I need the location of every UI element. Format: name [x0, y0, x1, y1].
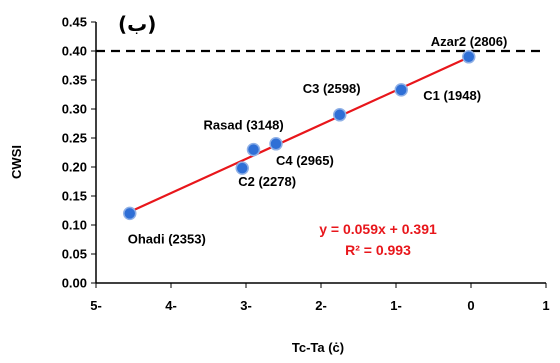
y-tick-label: 0.25: [62, 131, 87, 146]
x-tick-label: 0: [467, 298, 474, 313]
y-tick-label: 0.10: [62, 218, 87, 233]
x-axis-title: Tc-Ta (ċ): [292, 340, 344, 355]
x-tick-label: 2-: [315, 298, 327, 313]
trendline-segment: [129, 56, 470, 213]
data-point: [123, 206, 137, 221]
point-labels: Ohadi (2353) C2 (2278) Rasad (3148) C4 (296…: [128, 34, 508, 247]
x-tick-label: 1: [542, 298, 549, 313]
data-point-label: Rasad (3148): [204, 118, 284, 133]
x-tick-label: 1-: [390, 298, 402, 313]
data-point-label: Ohadi (2353): [128, 231, 206, 246]
data-point-label: C3 (2598): [303, 81, 361, 96]
y-tick-label: 0.40: [62, 44, 87, 59]
x-tick-label: 5-: [90, 298, 102, 313]
y-tick-label: 0.45: [62, 15, 87, 30]
x-axis-ticks: 5- 4- 3- 2- 1- 0 1: [90, 283, 550, 313]
y-tick-label: 0.05: [62, 247, 87, 262]
x-tick-label: 3-: [240, 298, 252, 313]
data-points: [123, 50, 476, 221]
y-tick-label: 0.00: [62, 276, 87, 291]
data-point: [235, 161, 249, 175]
y-tick-label: 0.15: [62, 189, 87, 204]
data-point-label: C2 (2278): [238, 174, 296, 189]
data-point-label: C4 (2965): [276, 153, 334, 168]
data-point-label: Azar2 (2806): [431, 34, 508, 49]
data-point: [246, 142, 261, 157]
panel-label: (ب): [118, 12, 157, 36]
y-tick-label: 0.35: [62, 73, 87, 88]
trendline-r-squared: R² = 0.993: [345, 242, 411, 258]
data-point: [333, 108, 347, 122]
x-tick-label: 4-: [165, 298, 177, 313]
y-tick-label: 0.20: [62, 160, 87, 175]
data-point: [462, 50, 476, 64]
y-tick-label: 0.30: [62, 102, 87, 117]
data-point: [394, 83, 408, 97]
data-point: [269, 137, 283, 151]
trendline-equation: y = 0.059x + 0.391: [319, 221, 437, 237]
y-axis-ticks: 0.00 0.05 0.10 0.15 0.20 0.25 0.30 0.35 0.40 0.45: [62, 15, 96, 291]
data-point-label: C1 (1948): [423, 88, 481, 103]
y-axis-title: CWSI: [9, 145, 24, 179]
trendline: [129, 56, 470, 213]
